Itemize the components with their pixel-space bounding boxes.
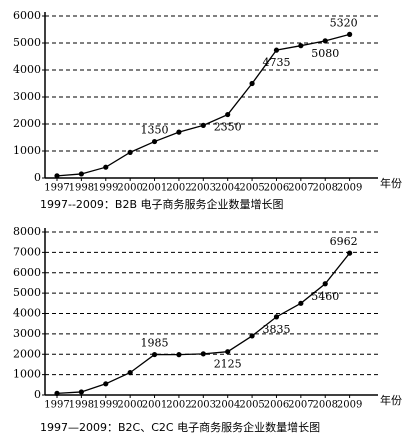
data-label: 3835 xyxy=(262,323,290,336)
data-point xyxy=(298,43,304,49)
y-tick-label: 0 xyxy=(34,388,41,401)
data-point xyxy=(200,122,206,128)
y-tick-label: 8000 xyxy=(13,225,41,238)
data-point xyxy=(347,250,353,256)
data-line xyxy=(56,252,351,395)
y-tick-label: 7000 xyxy=(13,245,41,258)
data-point xyxy=(78,389,84,395)
y-tick-label: 5000 xyxy=(13,36,41,49)
x-tick-label: 2008 xyxy=(313,183,338,194)
y-tick-label: 3000 xyxy=(13,327,41,340)
x-tick-label: 1999 xyxy=(93,183,118,194)
data-label: 5080 xyxy=(311,47,339,60)
y-tick-label: 6000 xyxy=(13,266,41,279)
x-tick-label: 2008 xyxy=(313,400,338,411)
x-tick-label: 1998 xyxy=(69,183,94,194)
data-label: 6962 xyxy=(330,235,358,248)
data-point xyxy=(322,281,328,287)
x-tick-label: 1999 xyxy=(93,400,118,411)
data-point xyxy=(127,149,133,155)
data-label: 5320 xyxy=(330,16,358,29)
x-tick-label: 2001 xyxy=(142,183,167,194)
x-tick-label: 2002 xyxy=(166,183,191,194)
caption: 1997--2009：B2B 电子商务服务企业数量增长图 xyxy=(40,197,284,211)
data-label: 4735 xyxy=(262,56,290,69)
y-tick-label: 3000 xyxy=(13,90,41,103)
data-point xyxy=(127,369,133,376)
x-tick-label: 2004 xyxy=(215,400,240,411)
y-tick-label: 6000 xyxy=(13,9,41,22)
data-point xyxy=(249,333,255,339)
x-tick-label: 1998 xyxy=(69,400,94,411)
x-tick-label: 2009 xyxy=(337,400,362,411)
data-point xyxy=(176,129,182,135)
x-tick-label: 2006 xyxy=(264,400,289,411)
y-tick-label: 0 xyxy=(34,171,41,184)
x-tick-label: 2004 xyxy=(215,183,240,194)
data-line xyxy=(56,33,350,177)
data-point xyxy=(103,164,109,170)
data-point xyxy=(225,111,231,118)
data-point xyxy=(176,352,182,358)
data-point xyxy=(78,171,84,177)
x-tick-label: 2002 xyxy=(166,400,191,411)
data-point xyxy=(249,80,255,87)
y-tick-label: 1000 xyxy=(13,144,41,157)
y-tick-label: 2000 xyxy=(13,347,41,360)
data-point xyxy=(151,138,158,145)
x-tick-label: 2005 xyxy=(239,183,264,194)
x-tick-label: 1997 xyxy=(44,183,69,194)
data-point xyxy=(103,381,109,387)
y-tick-label: 2000 xyxy=(13,117,41,130)
data-point xyxy=(54,173,60,179)
data-label: 1350 xyxy=(141,124,169,137)
data-label: 2350 xyxy=(214,121,242,134)
data-label: 2125 xyxy=(214,358,242,371)
data-point xyxy=(200,351,206,357)
x-tick-label: 2003 xyxy=(191,400,216,411)
x-tick-label: 2007 xyxy=(288,183,313,194)
y-tick-label: 4000 xyxy=(13,307,41,320)
x-tick-label: 2000 xyxy=(117,400,142,411)
x-axis-label: 年份 xyxy=(380,176,402,190)
x-tick-label: 2005 xyxy=(239,400,264,411)
data-point xyxy=(298,300,304,306)
x-tick-label: 2007 xyxy=(288,400,313,411)
x-tick-label: 2009 xyxy=(337,183,362,194)
data-point xyxy=(151,351,158,358)
data-point xyxy=(347,31,353,37)
y-tick-label: 5000 xyxy=(13,286,41,299)
x-tick-label: 1997 xyxy=(44,400,69,411)
data-point xyxy=(54,390,60,396)
data-point xyxy=(273,314,280,320)
data-point xyxy=(225,349,231,355)
data-label: 1985 xyxy=(141,337,169,350)
x-tick-label: 2001 xyxy=(142,400,167,411)
caption: 1997—2009：B2C、C2C 电子商务服务企业数量增长图 xyxy=(40,420,320,434)
data-label: 5460 xyxy=(311,290,339,303)
data-point xyxy=(273,47,280,53)
y-tick-label: 4000 xyxy=(13,63,41,76)
x-tick-label: 2003 xyxy=(191,183,216,194)
x-axis-label: 年份 xyxy=(380,393,402,407)
y-tick-label: 1000 xyxy=(13,368,41,381)
x-tick-label: 2006 xyxy=(264,183,289,194)
x-tick-label: 2000 xyxy=(117,183,142,194)
data-point xyxy=(322,38,328,44)
